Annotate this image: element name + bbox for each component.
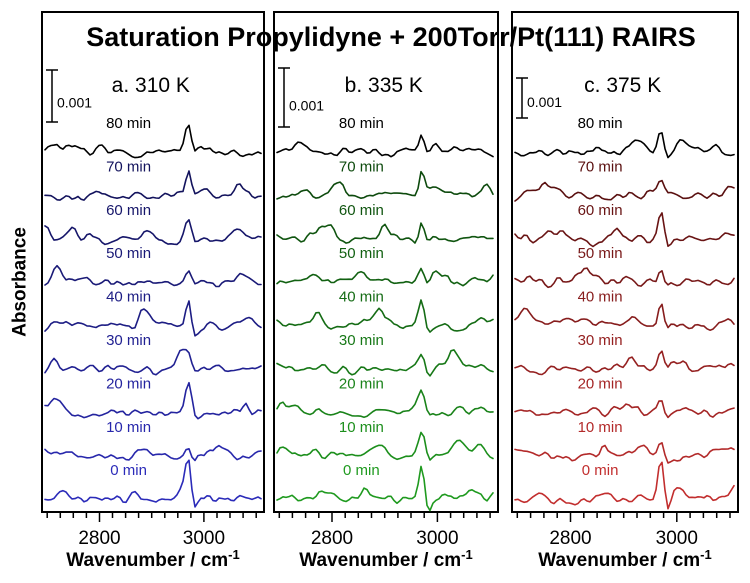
trace-c-0min bbox=[514, 461, 735, 510]
trace-time-label: 10 min bbox=[339, 419, 384, 436]
trace-time-label: 20 min bbox=[578, 375, 623, 392]
trace-time-label: 80 min bbox=[578, 115, 623, 132]
x-tick-label: 3000 bbox=[656, 528, 698, 549]
panel-a-frame bbox=[41, 11, 265, 513]
trace-a-60min bbox=[44, 219, 262, 246]
trace-a-20min bbox=[44, 381, 262, 420]
trace-c-50min bbox=[514, 267, 735, 289]
panel-a-title: a. 310 K bbox=[112, 74, 190, 97]
trace-b-80min bbox=[276, 134, 494, 158]
x-tick-label: 3000 bbox=[183, 528, 225, 549]
trace-time-label: 10 min bbox=[578, 419, 623, 436]
trace-a-10min bbox=[44, 444, 262, 462]
trace-time-label: 80 min bbox=[339, 115, 384, 132]
x-axis-label: Wavenumber / cm-1 bbox=[66, 547, 239, 571]
trace-time-label: 70 min bbox=[339, 158, 384, 175]
trace-c-10min bbox=[514, 442, 735, 464]
x-tick-label: 2800 bbox=[549, 528, 591, 549]
trace-time-label: 50 min bbox=[106, 245, 151, 262]
trace-c-70min bbox=[514, 179, 735, 202]
trace-time-label: 80 min bbox=[106, 115, 151, 132]
x-tick-label: 2800 bbox=[78, 528, 120, 549]
scale-bar-label: 0.001 bbox=[289, 98, 324, 114]
trace-a-0min bbox=[44, 459, 262, 508]
trace-b-10min bbox=[276, 431, 494, 461]
panel-c-title: c. 375 K bbox=[584, 74, 661, 97]
scale-bar bbox=[516, 77, 528, 119]
trace-time-label: 10 min bbox=[106, 419, 151, 436]
y-axis-label: Absorbance bbox=[9, 227, 31, 337]
panel-b-frame bbox=[273, 11, 499, 513]
trace-b-30min bbox=[276, 349, 494, 377]
trace-b-70min bbox=[276, 170, 494, 200]
trace-c-60min bbox=[514, 212, 735, 248]
trace-time-label: 20 min bbox=[339, 375, 384, 392]
panel-b-title: b. 335 K bbox=[345, 74, 423, 97]
trace-time-label: 40 min bbox=[339, 289, 384, 306]
trace-time-label: 30 min bbox=[339, 332, 384, 349]
trace-b-0min bbox=[276, 465, 494, 512]
trace-time-label: 50 min bbox=[339, 245, 384, 262]
trace-time-label: 60 min bbox=[578, 202, 623, 219]
x-axis-label: Wavenumber / cm-1 bbox=[299, 547, 472, 571]
trace-a-30min bbox=[44, 348, 262, 376]
trace-c-20min bbox=[514, 400, 735, 419]
trace-a-40min bbox=[44, 300, 262, 337]
trace-time-label: 0 min bbox=[343, 462, 380, 479]
trace-b-60min bbox=[276, 222, 494, 244]
trace-c-30min bbox=[514, 350, 735, 376]
trace-a-80min bbox=[44, 124, 262, 159]
panel-c-frame bbox=[511, 11, 739, 513]
trace-c-40min bbox=[514, 303, 735, 331]
trace-time-label: 60 min bbox=[339, 202, 384, 219]
trace-time-label: 0 min bbox=[110, 462, 147, 479]
trace-b-20min bbox=[276, 389, 494, 419]
x-tick-label: 3000 bbox=[416, 528, 458, 549]
trace-time-label: 40 min bbox=[106, 289, 151, 306]
trace-time-label: 40 min bbox=[578, 289, 623, 306]
trace-a-70min bbox=[44, 170, 262, 201]
trace-time-label: 30 min bbox=[578, 332, 623, 349]
scale-bar bbox=[278, 67, 290, 128]
trace-time-label: 70 min bbox=[578, 158, 623, 175]
trace-c-80min bbox=[514, 132, 735, 159]
trace-a-50min bbox=[44, 264, 262, 288]
trace-time-label: 70 min bbox=[106, 158, 151, 175]
trace-time-label: 0 min bbox=[582, 462, 619, 479]
scale-bar-label: 0.001 bbox=[57, 94, 92, 110]
figure-title: Saturation Propylidyne + 200Torr/Pt(111)… bbox=[86, 22, 696, 52]
trace-time-label: 50 min bbox=[578, 245, 623, 262]
x-axis-label: Wavenumber / cm-1 bbox=[538, 547, 711, 571]
x-tick-label: 2800 bbox=[311, 528, 353, 549]
scale-bar bbox=[46, 69, 58, 123]
trace-time-label: 30 min bbox=[106, 332, 151, 349]
trace-time-label: 60 min bbox=[106, 202, 151, 219]
trace-b-50min bbox=[276, 267, 494, 287]
trace-time-label: 20 min bbox=[106, 375, 151, 392]
trace-b-40min bbox=[276, 299, 494, 333]
scale-bar-label: 0.001 bbox=[527, 94, 562, 110]
